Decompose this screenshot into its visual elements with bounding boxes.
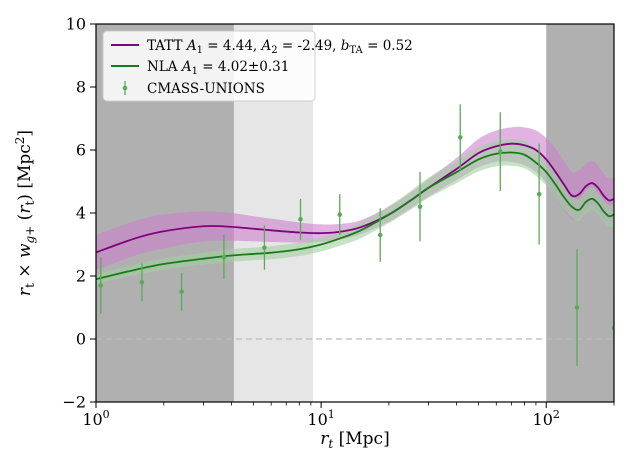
data-point xyxy=(139,263,145,302)
legend-data-label: CMASS-UNIONS xyxy=(147,81,265,97)
data-point xyxy=(536,143,542,245)
y-tick-label: 10 xyxy=(66,15,86,34)
data-point xyxy=(298,198,303,240)
legend-tatt-label: TATT A1 = 4.44, A2 = -2.49, bTA = 0.52 xyxy=(147,38,413,56)
legend-data-swatch xyxy=(122,81,128,95)
data-marker xyxy=(298,217,303,222)
data-marker xyxy=(377,232,383,238)
data-point xyxy=(98,257,104,314)
data-marker xyxy=(98,283,104,288)
x-axis-label: rt [Mpc] xyxy=(320,429,389,451)
data-marker xyxy=(179,289,184,295)
x-tick-label: 100 xyxy=(82,408,109,429)
data-marker xyxy=(262,245,267,250)
legend-box xyxy=(102,30,316,102)
data-marker xyxy=(574,305,580,310)
data-marker xyxy=(139,280,145,285)
data-points xyxy=(98,104,614,366)
model-lines xyxy=(96,142,614,281)
y-axis-label: rt × wg+ (rt) [Mpc2] xyxy=(13,130,37,296)
data-point xyxy=(221,235,227,280)
data-point xyxy=(457,104,463,171)
data-point xyxy=(417,172,423,242)
y-axis-ticks: −2 0 2 4 6 8 10 xyxy=(62,15,96,412)
line-tatt xyxy=(96,142,614,254)
data-point xyxy=(262,225,267,270)
y-tick-label: 2 xyxy=(76,267,86,286)
data-point xyxy=(337,194,343,236)
line-nla xyxy=(96,151,614,281)
y-tick-label: 6 xyxy=(76,141,86,160)
legend: TATT A1 = 4.44, A2 = -2.49, bTA = 0.52 N… xyxy=(102,30,413,102)
data-marker xyxy=(457,135,463,140)
y-tick-label: 8 xyxy=(76,78,86,97)
y-tick-label: −2 xyxy=(62,393,86,412)
band-nla xyxy=(96,139,614,284)
uncertainty-bands xyxy=(96,126,614,284)
data-marker xyxy=(536,191,542,197)
data-point xyxy=(377,208,383,262)
y-tick-label: 4 xyxy=(76,204,86,223)
data-marker xyxy=(417,204,423,209)
x-tick-label: 101 xyxy=(307,408,334,429)
data-marker xyxy=(497,149,503,154)
svg-text:rt × wg+ (rt) [Mpc2]: rt × wg+ (rt) [Mpc2] xyxy=(13,130,37,296)
data-marker xyxy=(221,254,227,260)
x-tick-label: 102 xyxy=(533,408,560,429)
data-point xyxy=(179,272,184,311)
y-tick-label: 0 xyxy=(76,330,86,349)
x-axis-ticks: 100 101 102 xyxy=(82,402,615,429)
data-point xyxy=(497,112,503,191)
legend-nla-label: NLA A1 = 4.02±0.31 xyxy=(147,59,289,77)
data-marker xyxy=(337,212,343,217)
data-point xyxy=(574,249,580,366)
